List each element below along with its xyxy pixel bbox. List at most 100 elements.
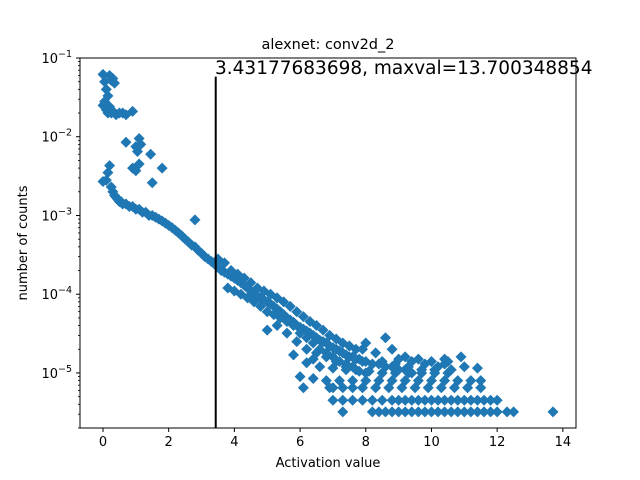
data-point (297, 382, 309, 394)
data-point (261, 324, 273, 336)
data-point (471, 394, 483, 406)
data-point (435, 382, 447, 394)
data-point (370, 347, 382, 359)
x-tick-label: 2 (165, 435, 173, 450)
data-point (419, 406, 431, 418)
data-point (353, 365, 365, 377)
data-point (386, 394, 398, 406)
data-point (291, 306, 303, 318)
data-point (376, 394, 388, 406)
data-point (271, 320, 283, 332)
data-point (291, 336, 303, 348)
data-point (245, 277, 257, 289)
data-point (314, 361, 326, 373)
chart-title: alexnet: conv2d_2 (262, 37, 395, 53)
x-tick-label: 6 (296, 435, 304, 450)
data-point (448, 382, 460, 394)
data-point (135, 138, 147, 150)
data-point (347, 394, 359, 406)
y-tick-label: 10−3 (41, 206, 72, 224)
data-point (320, 351, 332, 363)
data-point (127, 105, 139, 117)
data-point (311, 320, 323, 332)
data-point (383, 382, 395, 394)
data-point (501, 406, 513, 418)
data-point (478, 394, 490, 406)
data-point (294, 327, 306, 339)
data-point (399, 394, 411, 406)
data-point (491, 394, 503, 406)
data-point (327, 382, 339, 394)
x-tick-label: 14 (555, 435, 572, 450)
data-point (238, 272, 250, 284)
data-points (97, 68, 559, 418)
data-point (471, 406, 483, 418)
x-tick-label: 0 (99, 435, 107, 450)
data-point (340, 364, 352, 376)
data-point (452, 394, 464, 406)
data-point (399, 406, 411, 418)
data-point (219, 257, 231, 269)
data-point (104, 160, 116, 172)
x-tick-label: 8 (362, 435, 370, 450)
data-point (429, 364, 441, 376)
data-point (439, 406, 451, 418)
data-point (452, 406, 464, 418)
data-point (301, 343, 313, 355)
data-point (445, 406, 457, 418)
x-axis-label: Activation value (276, 456, 381, 471)
data-point (317, 324, 329, 336)
data-point (370, 382, 382, 394)
y-tick-label: 10−5 (41, 364, 72, 382)
data-point (120, 136, 132, 148)
data-point (439, 394, 451, 406)
data-point (402, 361, 414, 373)
data-point (327, 362, 339, 374)
data-point (307, 337, 319, 349)
data-point (347, 375, 359, 387)
data-point (196, 247, 208, 259)
data-point (458, 406, 470, 418)
data-point (409, 382, 421, 394)
data-point (399, 351, 411, 363)
data-point (360, 337, 372, 349)
data-point (379, 332, 391, 344)
data-point (406, 394, 418, 406)
threshold-annotation: 3.43177683698, maxval=13.700348854 (215, 58, 592, 79)
data-point (455, 351, 467, 363)
data-point (406, 406, 418, 418)
data-point (393, 406, 405, 418)
data-point (393, 394, 405, 406)
data-point (445, 394, 457, 406)
data-point (337, 406, 349, 418)
data-point (386, 406, 398, 418)
data-point (389, 358, 401, 370)
data-point (425, 394, 437, 406)
data-point (458, 394, 470, 406)
data-point (307, 373, 319, 385)
data-point (133, 158, 145, 170)
data-point (373, 406, 385, 418)
data-point (100, 174, 112, 186)
data-point (337, 394, 349, 406)
data-point (343, 340, 355, 352)
data-point (412, 406, 424, 418)
data-point (471, 362, 483, 374)
data-point (432, 406, 444, 418)
data-point (294, 371, 306, 383)
plot-frame (79, 57, 577, 429)
data-point (379, 406, 391, 418)
y-tick-label: 10−1 (41, 49, 72, 67)
data-point (432, 394, 444, 406)
y-axis-ticks: 10−5 10−4 10−3 10−2 10−1 (41, 49, 80, 429)
data-point (475, 382, 487, 394)
data-point (108, 77, 120, 89)
data-point (145, 148, 157, 160)
data-point (366, 406, 378, 418)
data-point (281, 327, 293, 339)
data-point (363, 365, 375, 377)
data-point (356, 394, 368, 406)
data-point (439, 353, 451, 365)
data-point (425, 355, 437, 367)
